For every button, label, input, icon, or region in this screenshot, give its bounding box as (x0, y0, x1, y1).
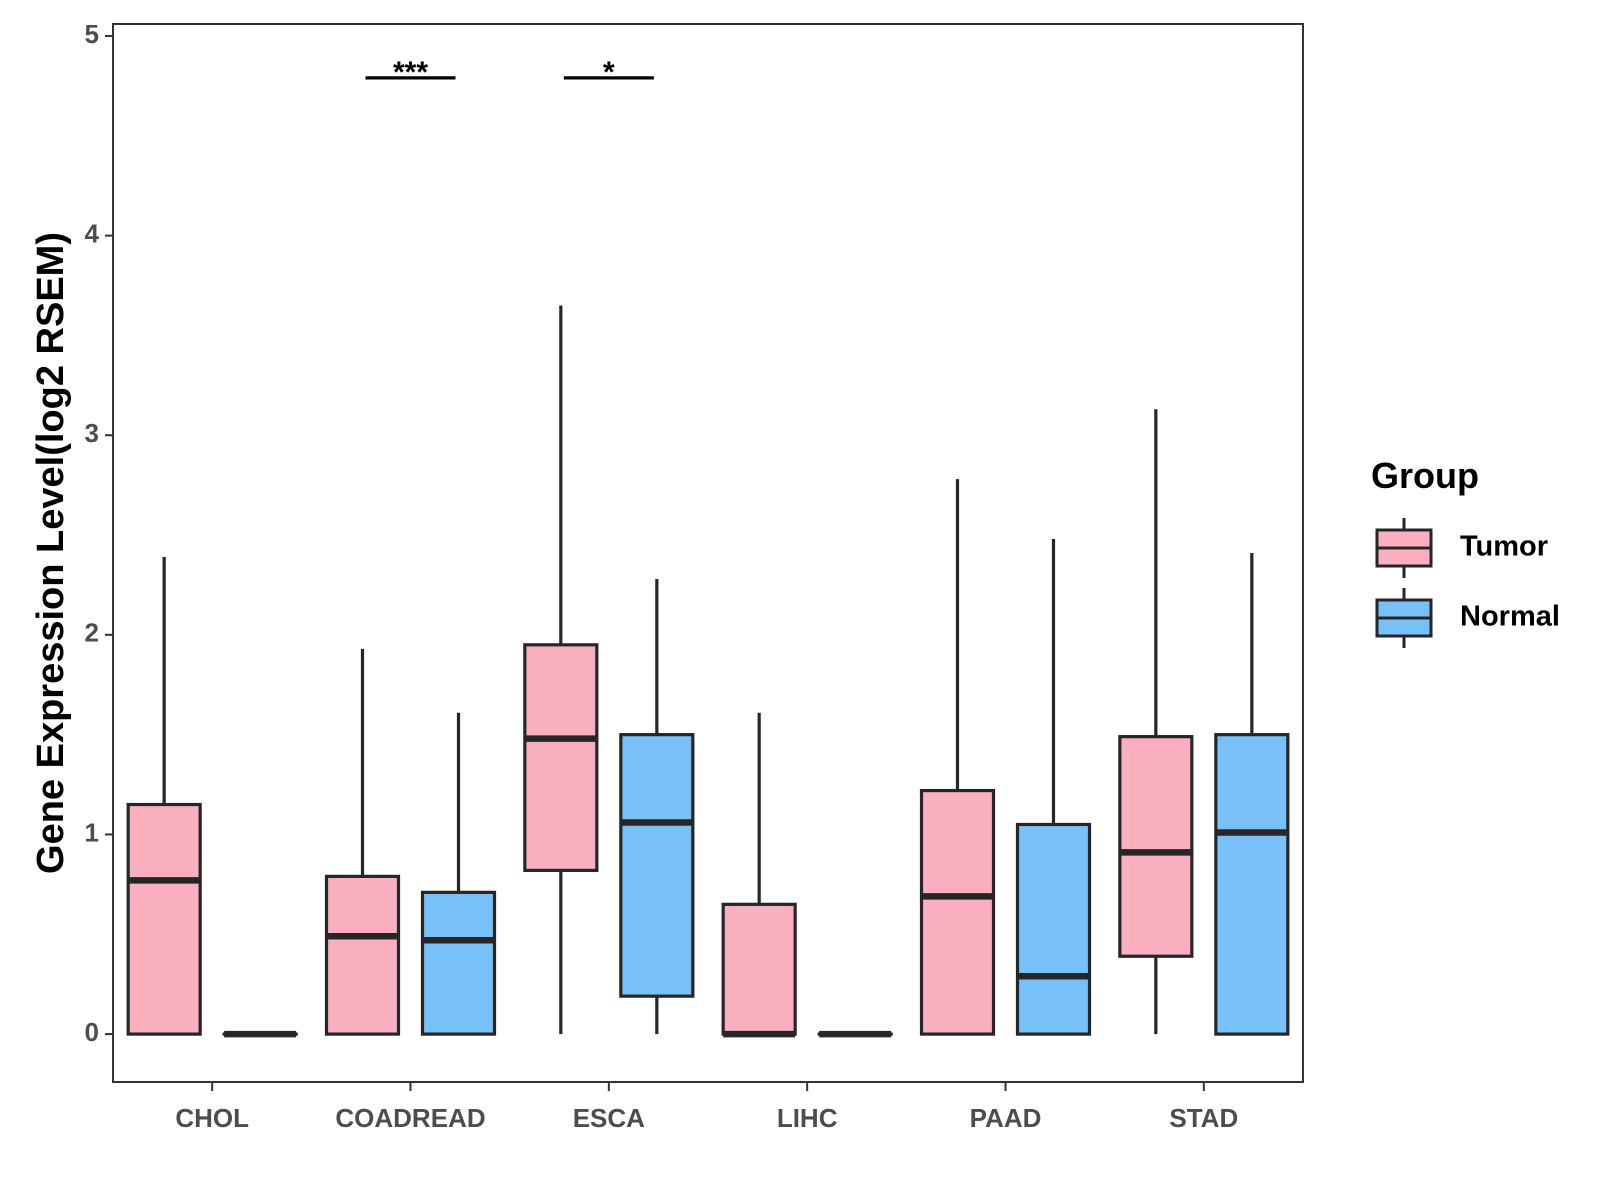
x-tick-label-stad: STAD (1169, 1103, 1238, 1133)
box-body-tumor-lihc (721, 902, 797, 1036)
significance-annotations: *** * (365, 56, 654, 89)
box-body-normal-stad (1214, 733, 1290, 1036)
y-axis-title: Gene Expression Level(log2 RSEM) (30, 232, 72, 874)
legend-label-tumor: Tumor (1460, 531, 1548, 563)
box-normal-esca (619, 578, 695, 1035)
box-body-tumor-coadread (324, 874, 401, 1036)
box-body-tumor-esca (523, 643, 599, 872)
legend-title: Group (1371, 455, 1479, 496)
box-body-tumor-chol (126, 802, 202, 1036)
y-tick-label-2: 2 (85, 618, 99, 648)
boxes-layer (126, 305, 1290, 1038)
x-tick-label-chol: CHOL (175, 1103, 249, 1133)
x-axis: CHOL COADREAD ESCA LIHC PAAD STAD (175, 1082, 1238, 1133)
box-body-normal-coadread (420, 890, 497, 1036)
box-body-tumor-stad (1118, 735, 1194, 958)
x-tick-label-paad: PAAD (970, 1103, 1042, 1133)
legend-label-normal: Normal (1460, 601, 1560, 633)
x-tick-label-lihc: LIHC (777, 1103, 838, 1133)
box-normal-paad (1015, 539, 1092, 1036)
box-tumor-chol (126, 556, 202, 1036)
legend-item-tumor: Tumor (1375, 518, 1548, 578)
y-tick-label-4: 4 (85, 218, 100, 248)
box-tumor-esca (523, 305, 599, 1035)
y-axis: 0 1 2 3 4 5 (85, 19, 113, 1047)
legend-items: Tumor Normal (1375, 518, 1560, 648)
y-tick-label-5: 5 (85, 19, 99, 49)
sig-label-coadread: *** (393, 56, 428, 89)
sig-label-esca: * (603, 56, 615, 89)
legend-item-normal: Normal (1375, 588, 1560, 648)
box-tumor-paad (919, 479, 996, 1036)
box-body-tumor-paad (919, 788, 996, 1036)
plot-panel-border (112, 23, 1304, 1083)
legend: Group Tumor Normal (1371, 455, 1560, 648)
box-normal-coadread (420, 712, 497, 1036)
box-tumor-stad (1118, 409, 1194, 1035)
y-tick-label-0: 0 (85, 1017, 99, 1047)
y-tick-label-1: 1 (85, 817, 99, 847)
box-normal-stad (1214, 553, 1290, 1036)
x-tick-label-esca: ESCA (573, 1103, 645, 1133)
y-tick-label-3: 3 (85, 418, 99, 448)
box-tumor-lihc (721, 712, 797, 1038)
box-tumor-coadread (324, 648, 401, 1036)
box-body-normal-paad (1015, 822, 1092, 1036)
x-tick-label-coadread: COADREAD (335, 1103, 485, 1133)
box-body-normal-esca (619, 733, 695, 998)
